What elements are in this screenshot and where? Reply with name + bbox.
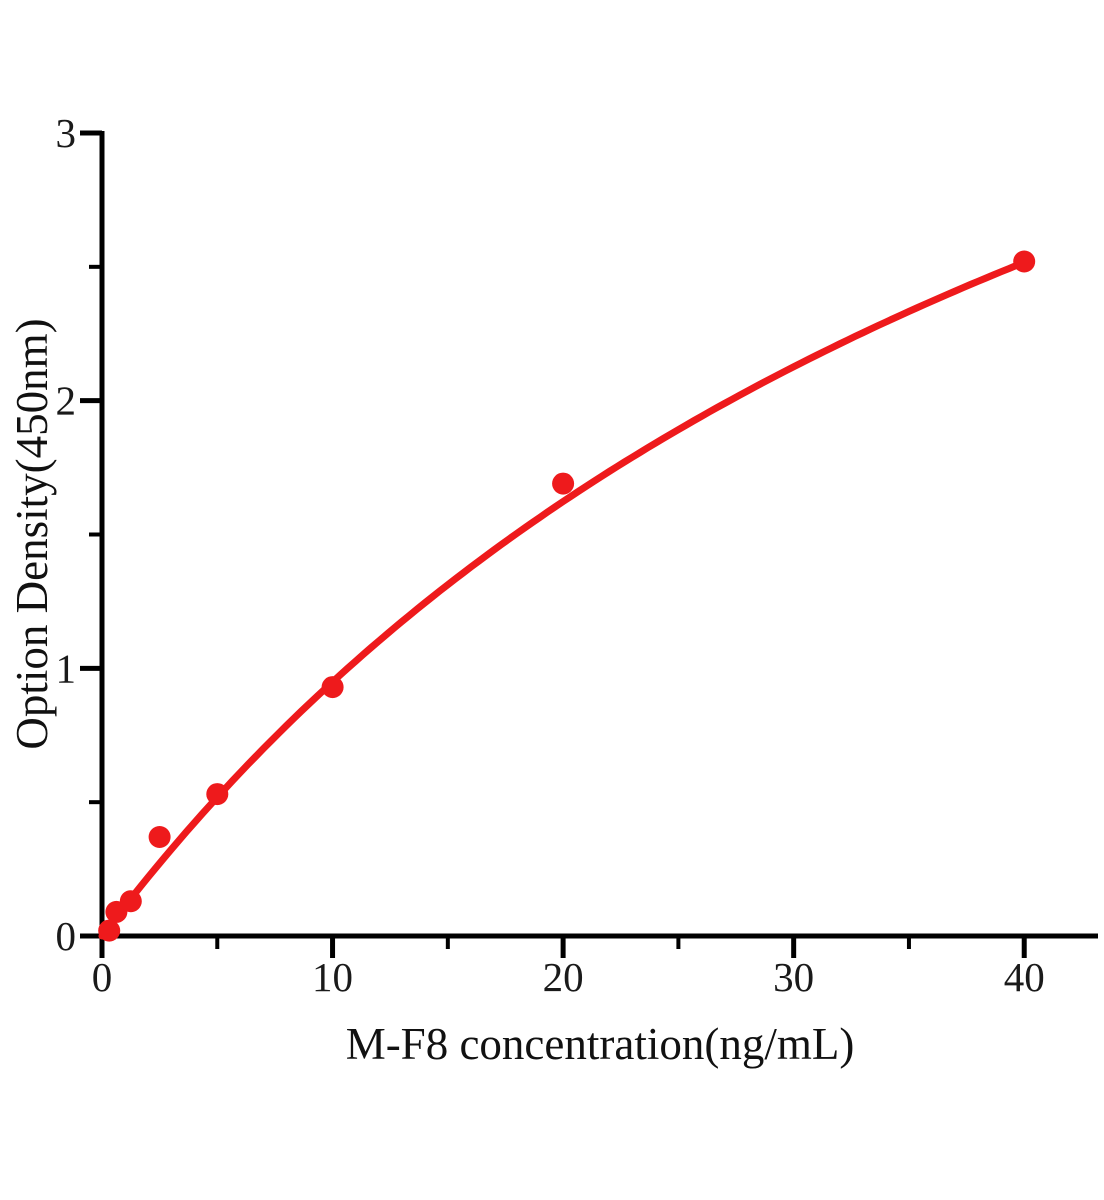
y-tick-label: 0 [56, 913, 77, 959]
y-tick-label: 2 [56, 378, 77, 424]
fit-curve [98, 258, 1028, 940]
x-tick-label: 10 [312, 954, 353, 1000]
data-point [148, 826, 171, 848]
y-axis-title: Option Density(450nm) [7, 318, 57, 750]
data-point [119, 890, 142, 913]
y-tick-label: 1 [56, 645, 77, 691]
x-tick-label: 20 [543, 954, 584, 1000]
y-tick-label: 3 [56, 110, 77, 156]
x-axis-title: M-F8 concentration(ng/mL) [345, 1019, 855, 1069]
data-point [1013, 250, 1036, 273]
x-tick-label: 0 [92, 954, 113, 1000]
x-tick-label: 30 [773, 954, 814, 1000]
data-point [98, 919, 121, 942]
data-point [206, 783, 229, 806]
x-tick-label: 40 [1004, 954, 1045, 1000]
data-point [552, 472, 575, 495]
data-point [321, 676, 344, 699]
